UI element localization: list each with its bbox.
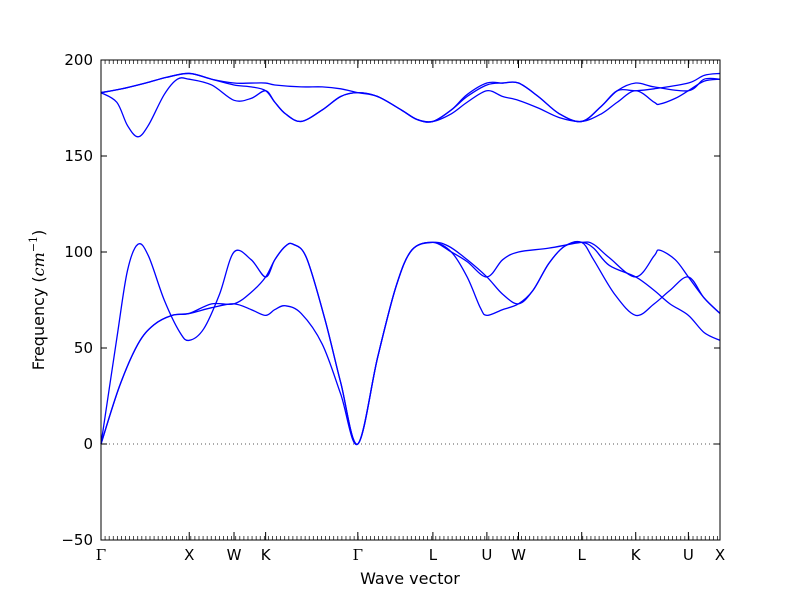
band-line-2 <box>100 240 721 445</box>
x-tick-label-5: Γ <box>353 546 363 564</box>
y-tick-label: 200 <box>64 51 93 69</box>
x-tick-label-11: U <box>683 546 694 564</box>
minor-ticks-layer <box>100 60 718 540</box>
x-tick-label-10: K <box>631 546 642 564</box>
y-tick-label: 50 <box>74 339 93 357</box>
x-tick-label-8: W <box>511 546 526 564</box>
y-axis-title-text: Frequency <box>29 288 48 371</box>
y-tick-label: 150 <box>64 147 93 165</box>
series-layer <box>100 72 721 446</box>
band-line-4 <box>100 77 721 138</box>
y-tick-label: −50 <box>61 531 93 549</box>
x-tick-label-7: U <box>481 546 492 564</box>
x-tick-label-1: Γ <box>96 546 106 564</box>
x-tick-label-2: X <box>184 546 194 564</box>
y-axis-unit-exponent: −1 <box>27 236 40 252</box>
x-tick-label-9: L <box>578 546 587 564</box>
band-line-3 <box>100 241 721 445</box>
x-tick-label-3: W <box>227 546 242 564</box>
svg-text:Frequency (cm−1): Frequency (cm−1) <box>27 230 48 371</box>
x-tick-label-4: K <box>261 546 272 564</box>
symmetry-ticks-layer <box>100 60 721 540</box>
band-line-5 <box>100 72 721 123</box>
y-axis-title: Frequency (cm−1) <box>27 230 48 371</box>
plot-frame <box>100 59 721 541</box>
band-line-6 <box>100 72 721 123</box>
y-axis-unit: cm <box>29 252 48 276</box>
x-tick-label-6: L <box>429 546 438 564</box>
x-tick-label-12: X <box>715 546 725 564</box>
y-ticks-layer: −50 0 50 100 150 200 <box>61 51 720 549</box>
y-tick-label: 100 <box>64 243 93 261</box>
x-axis-title: Wave vector <box>360 569 460 588</box>
y-tick-label: 0 <box>83 435 93 453</box>
